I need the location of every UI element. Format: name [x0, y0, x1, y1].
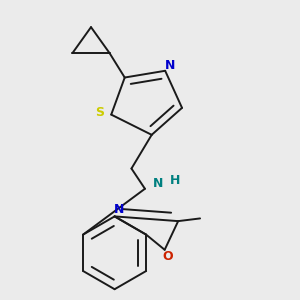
Text: H: H [170, 174, 181, 187]
Text: S: S [95, 106, 104, 119]
Text: N: N [113, 203, 124, 216]
Text: N: N [153, 177, 164, 190]
Text: O: O [163, 250, 173, 263]
Text: N: N [165, 59, 175, 72]
